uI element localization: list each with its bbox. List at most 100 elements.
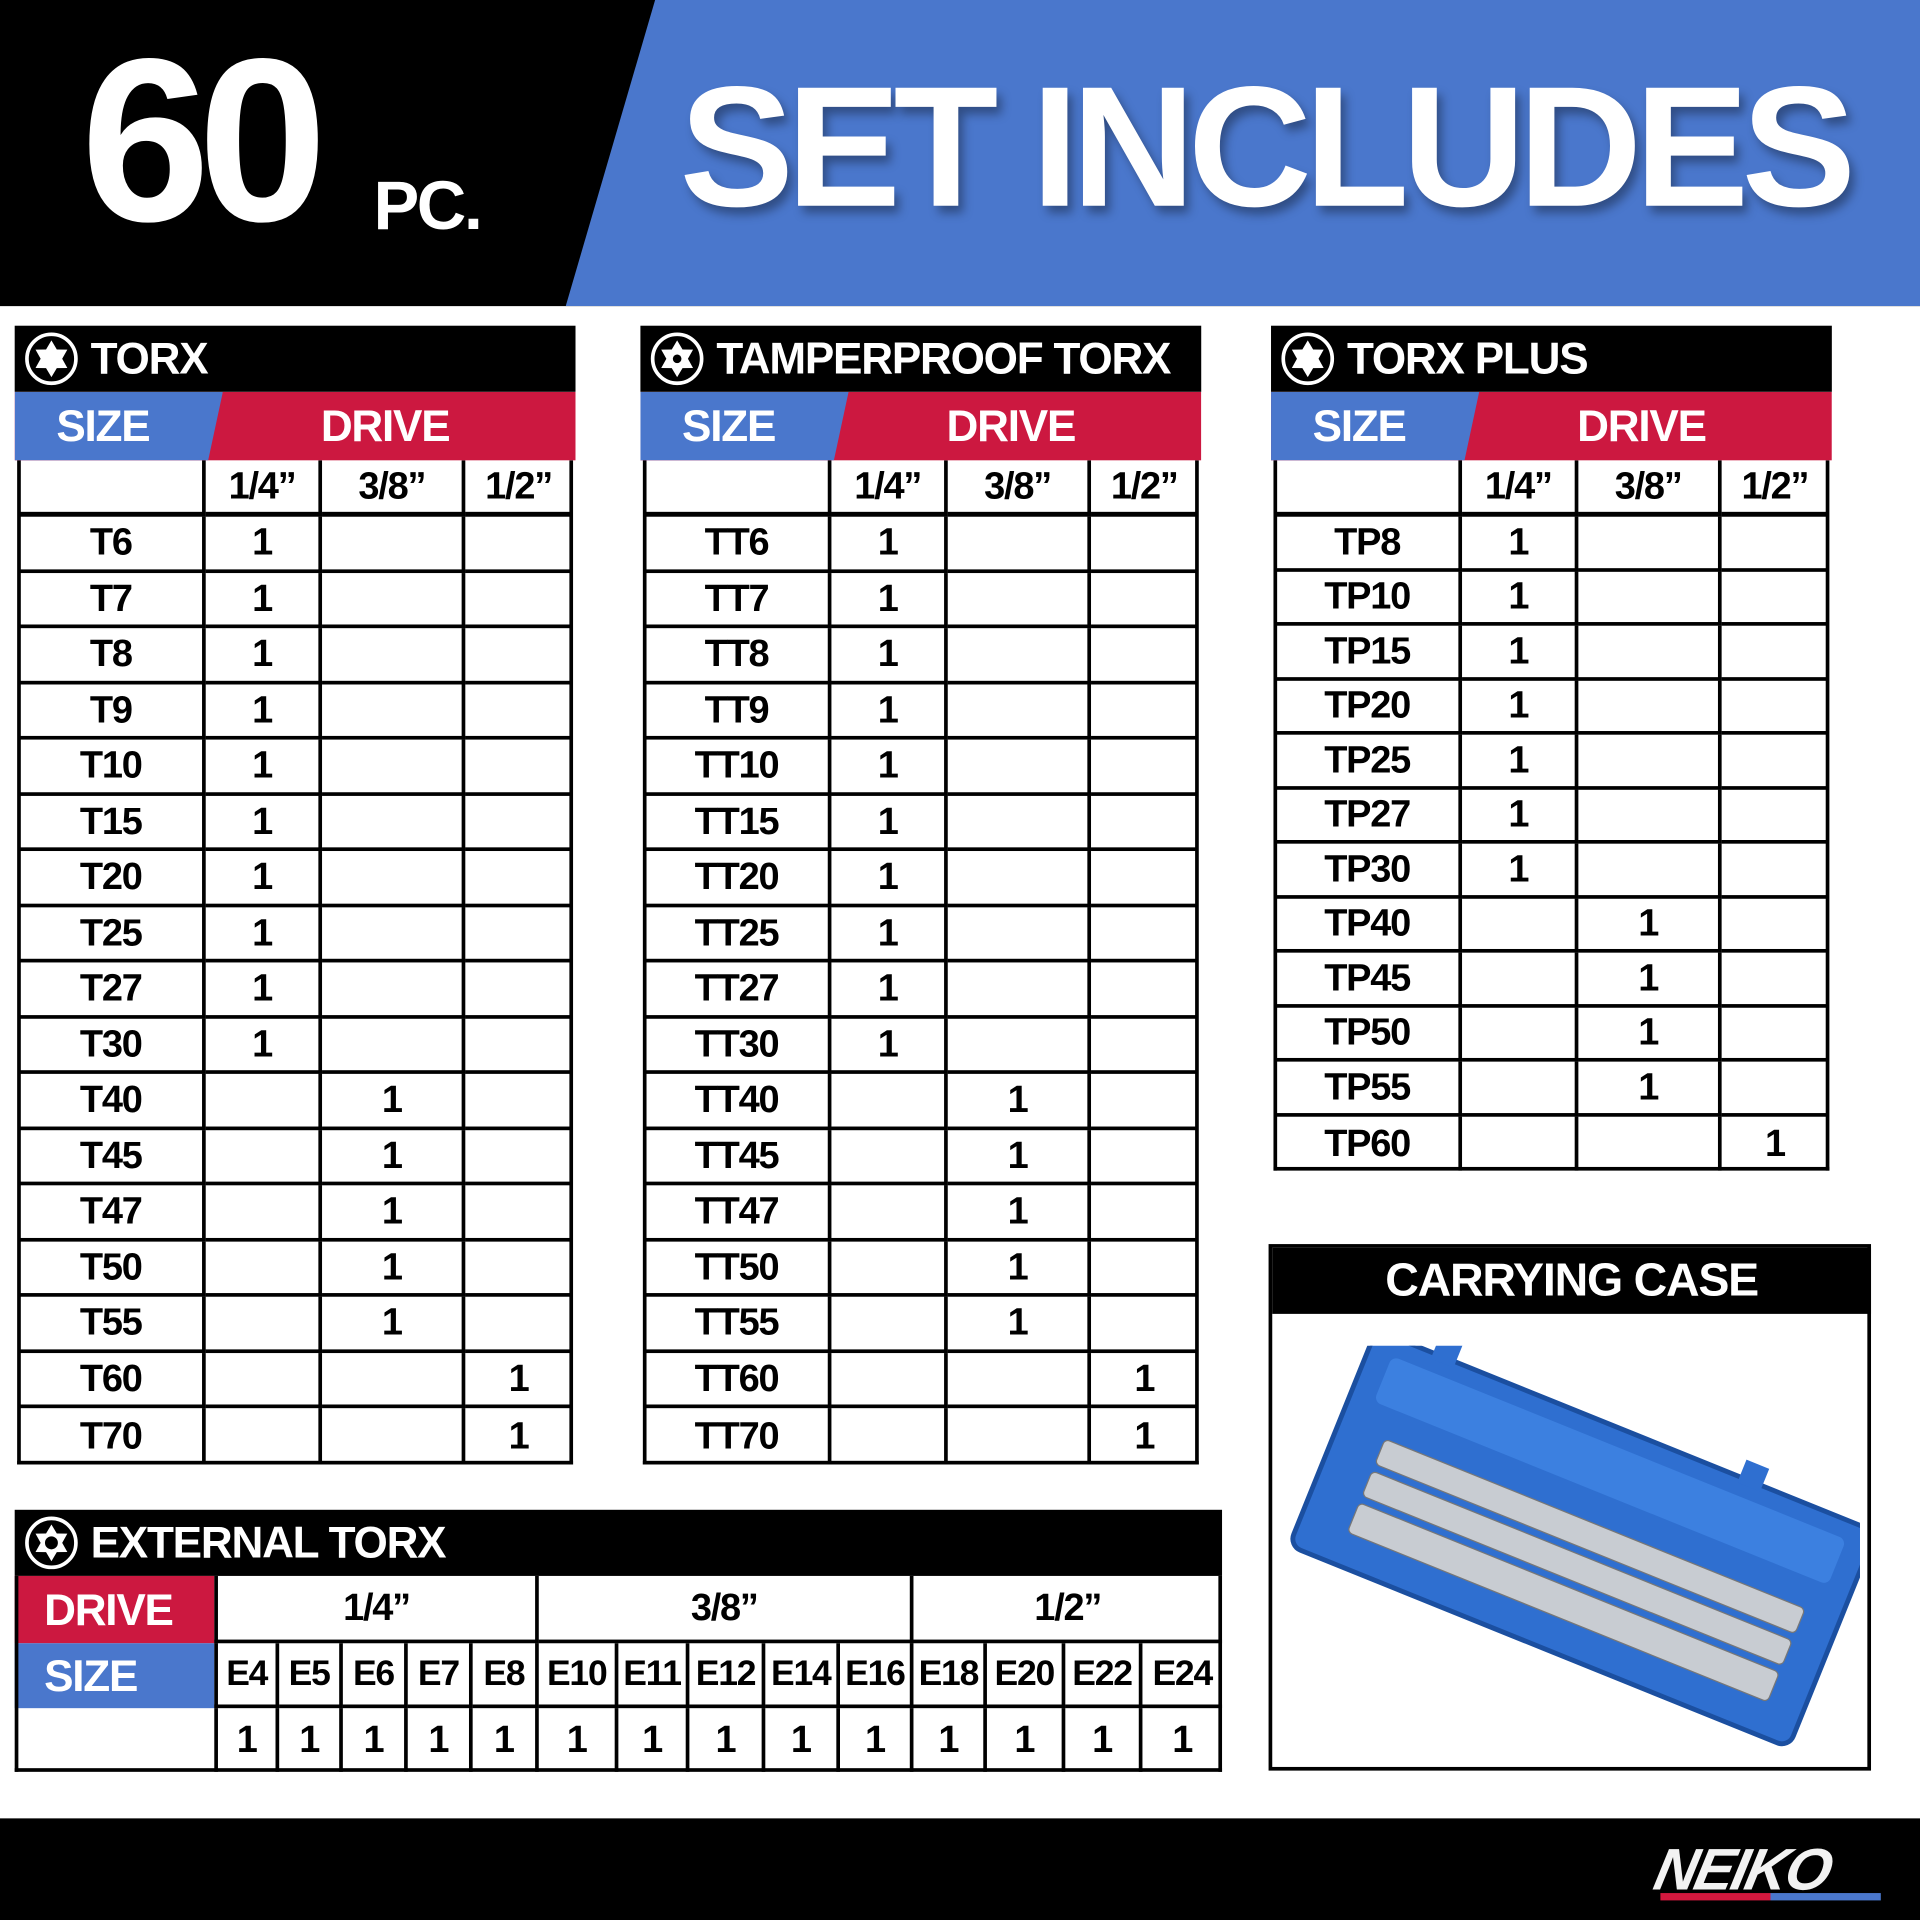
- quantity-cell: [322, 851, 466, 907]
- quantity-cell: [465, 1130, 572, 1186]
- drive-column-header: 1/2”: [465, 460, 572, 517]
- quantity-cell: 1: [473, 1708, 539, 1772]
- quantity-cell: 1: [1578, 1007, 1722, 1062]
- size-cell: TT55: [645, 1296, 832, 1353]
- drive-column-header: 1/4”: [1462, 460, 1579, 517]
- size-cell: TP30: [1275, 843, 1463, 899]
- quantity-cell: [1091, 795, 1198, 852]
- size-cell: TP10: [1275, 571, 1463, 626]
- size-label: SIZE: [14, 391, 223, 461]
- quantity-cell: [831, 1241, 948, 1297]
- size-cell: TP45: [1275, 952, 1463, 1008]
- quantity-cell: [1578, 516, 1722, 572]
- drive-label: DRIVE: [14, 1575, 215, 1644]
- quantity-cell: [465, 795, 572, 852]
- size-cell: T60: [19, 1352, 206, 1409]
- table-title-text: TORX PLUS: [1346, 333, 1589, 384]
- size-cell: T27: [19, 962, 206, 1019]
- quantity-cell: 1: [214, 1708, 280, 1772]
- size-cell: E4: [214, 1643, 280, 1709]
- size-cell: TT10: [645, 739, 832, 796]
- quantity-cell: [1721, 680, 1829, 735]
- table-external-torx: EXTERNAL TORX DRIVE SIZE 1/4” E4 1 E5 1 E6 1 E7 1 E8…: [14, 1509, 1223, 1772]
- quantity-cell: [831, 1129, 948, 1186]
- quantity-cell: 1: [765, 1708, 841, 1772]
- quantity-cell: [322, 683, 466, 740]
- size-cell: TT50: [645, 1241, 832, 1297]
- size-cell: TP8: [1275, 516, 1463, 572]
- size-cell: TT25: [645, 906, 832, 963]
- table-title: EXTERNAL TORX: [14, 1509, 1223, 1576]
- size-cell: T15: [19, 795, 206, 852]
- quantity-cell: [1091, 684, 1198, 740]
- quantity-cell: [1462, 1007, 1579, 1062]
- quantity-cell: [947, 1018, 1092, 1074]
- size-label: SIZE: [1271, 391, 1480, 461]
- quantity-cell: 1: [1578, 952, 1722, 1008]
- quantity-cell: [322, 572, 466, 629]
- size-cell: TP25: [1275, 734, 1463, 790]
- quantity-cell: [1578, 789, 1722, 844]
- table-title: TORX: [14, 325, 576, 392]
- quantity-cell: [1721, 953, 1829, 1008]
- quantity-cell: [465, 1018, 572, 1074]
- size-label: SIZE: [14, 1643, 215, 1709]
- quantity-cell: 1: [987, 1708, 1066, 1772]
- quantity-cell: 1: [831, 628, 948, 684]
- quantity-cell: [1721, 1062, 1829, 1117]
- size-cell: TT40: [645, 1073, 832, 1130]
- table-torx-plus: TORX PLUS SIZE DRIVE 1/4” 3/8” 1/2” TP8 1 TP10 1 T…: [1271, 325, 1832, 1171]
- quantity-cell: [947, 795, 1092, 852]
- quantity-cell: [1091, 572, 1198, 629]
- size-cell: TT6: [645, 516, 832, 573]
- table-title-text: EXTERNAL TORX: [90, 1517, 447, 1568]
- quantity-cell: 1: [947, 1129, 1092, 1186]
- drive-column-header: 1/2”: [1091, 460, 1198, 517]
- quantity-cell: 1: [831, 851, 948, 907]
- size-cell: TT30: [645, 1018, 832, 1074]
- quantity-cell: [1091, 851, 1198, 907]
- quantity-cell: [322, 962, 466, 1019]
- quantity-cell: [1091, 1241, 1198, 1297]
- quantity-cell: [465, 1185, 572, 1242]
- size-column-header: [1275, 460, 1463, 517]
- quantity-cell: [1091, 628, 1198, 684]
- quantity-cell: [322, 1408, 466, 1464]
- size-cell: T6: [19, 516, 206, 573]
- quantity-cell: 1: [947, 1073, 1092, 1130]
- quantity-cell: [205, 1073, 323, 1130]
- size-cell: T30: [19, 1018, 206, 1074]
- quantity-cell: 1: [508, 1413, 530, 1457]
- page-title: SET INCLUDES: [679, 50, 1856, 243]
- quantity-cell: [1721, 1007, 1829, 1062]
- quantity-cell: 1: [205, 1018, 323, 1074]
- size-cell: TP27: [1275, 789, 1463, 844]
- quantity-cell: [831, 1408, 948, 1464]
- quantity-cell: 1: [840, 1708, 914, 1772]
- torx-plus-icon: [1281, 332, 1335, 386]
- quantity-cell: [1091, 1130, 1198, 1186]
- quantity-cell: 1: [913, 1708, 987, 1772]
- quantity-cell: [322, 1352, 466, 1409]
- carrying-case-panel: CARRYING CASE: [1268, 1244, 1872, 1771]
- quantity-cell: [947, 1352, 1092, 1409]
- quantity-cell: 1: [831, 906, 948, 963]
- quantity-cell: 1: [539, 1708, 619, 1772]
- footer-bar: [0, 1818, 1920, 1920]
- quantity-cell: [465, 1241, 572, 1297]
- table-tamperproof-torx: TAMPERPROOF TORX SIZE DRIVE 1/4” 3/8” 1/2” TT6…: [640, 325, 1202, 1464]
- drive-column-header: 3/8”: [1578, 460, 1722, 517]
- quantity-cell: [322, 628, 466, 684]
- empty-cell: [15, 1708, 215, 1772]
- quantity-cell: [322, 906, 466, 963]
- quantity-cell: 1: [205, 516, 323, 573]
- quantity-cell: [947, 962, 1092, 1019]
- quantity-cell: 1: [1578, 898, 1722, 953]
- quantity-cell: 1: [947, 1241, 1092, 1297]
- quantity-cell: 1: [831, 516, 948, 573]
- quantity-cell: 1: [205, 851, 323, 907]
- quantity-cell: [465, 851, 572, 907]
- quantity-cell: [831, 1185, 948, 1242]
- quantity-cell: 1: [408, 1708, 473, 1772]
- drive-column-header: 1/4”: [831, 460, 948, 517]
